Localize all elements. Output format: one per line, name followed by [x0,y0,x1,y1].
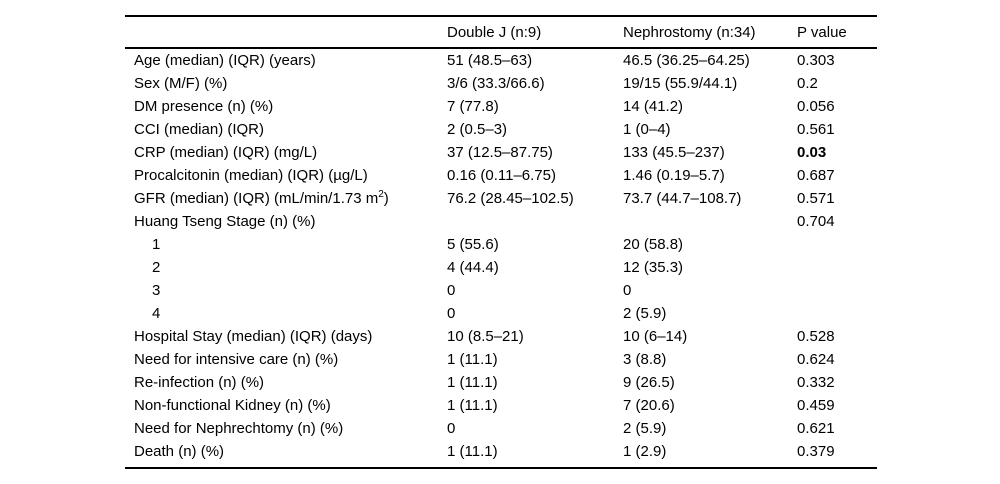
row-label: 2 [152,259,161,276]
table-row: Hospital Stay (median) (IQR) (days) 10 (8… [125,325,877,348]
cell-p-value [797,279,877,302]
cell-double-j: 0.16 (0.11–6.75) [447,167,556,184]
cell-double-j: 37 (12.5–87.75) [447,144,553,161]
cell-p-value: 0.459 [797,397,835,414]
row-label: CRP (median) (IQR) (mg/L) [134,144,318,161]
cell-nephrostomy: 7 (20.6) [623,397,675,414]
cell-double-j: 76.2 (28.45–102.5) [447,190,574,207]
table-body: Age (median) (IQR) (years) 51 (48.5–63) 46… [125,49,877,467]
cell-nephrostomy: 2 (5.9) [623,305,667,322]
row-label: Procalcitonin (median) (IQR) (µg/L) [134,167,368,184]
cell-double-j: 7 (77.8) [447,98,499,115]
row-label: 1 [152,236,161,253]
cell-nephrostomy: 12 (35.3) [623,259,684,276]
row-label: Death (n) (%) [134,443,225,460]
cell-nephrostomy: 73.7 (44.7–108.7) [623,190,742,207]
header-cell-double-j: Double J (n:9) [447,23,542,41]
cell-p-value: 0.561 [797,121,835,138]
row-label: Need for intensive care (n) (%) [134,351,339,368]
row-label: Huang Tseng Stage (n) (%) [134,213,316,230]
comparison-table: Double J (n:9) Nephrostomy (n:34) P valu… [125,15,877,469]
table-row: Need for intensive care (n) (%) 1 (11.1) 3… [125,348,877,371]
cell-nephrostomy [623,210,797,233]
cell-nephrostomy: 133 (45.5–237) [623,144,725,161]
cell-double-j: 3/6 (33.3/66.6) [447,75,545,92]
table-row: 1 5 (55.6) 20 (58.8) [125,233,877,256]
row-label: Sex (M/F) (%) [134,75,228,92]
cell-double-j: 1 (11.1) [447,351,498,368]
cell-double-j [447,210,623,233]
row-label: DM presence (n) (%) [134,98,274,115]
cell-nephrostomy: 9 (26.5) [623,374,675,391]
row-label: Re-infection (n) (%) [134,374,265,391]
cell-nephrostomy: 10 (6–14) [623,328,688,345]
table-row: Huang Tseng Stage (n) (%) 0.704 [125,210,877,233]
cell-double-j: 0 [447,420,456,437]
cell-p-value: 0.056 [797,98,835,115]
cell-double-j: 51 (48.5–63) [447,52,533,69]
cell-p-value [797,302,877,325]
header-cell-nephrostomy: Nephrostomy (n:34) [623,23,756,41]
row-label: 3 [152,282,161,299]
table-row: CRP (median) (IQR) (mg/L) 37 (12.5–87.75)… [125,141,877,164]
row-label: Non-functional Kidney (n) (%) [134,397,331,414]
table-row: 3 0 0 [125,279,877,302]
table-row: Need for Nephrechtomy (n) (%) 0 2 (5.9) 0.6… [125,417,877,440]
cell-p-value: 0.624 [797,351,835,368]
table-row: Sex (M/F) (%) 3/6 (33.3/66.6) 19/15 (55.9/… [125,72,877,95]
cell-p-value: 0.621 [797,420,835,437]
table-header-row: Double J (n:9) Nephrostomy (n:34) P valu… [125,17,877,49]
cell-nephrostomy: 1 (0–4) [623,121,671,138]
row-label: Need for Nephrechtomy (n) (%) [134,420,344,437]
cell-p-value: 0.704 [797,213,835,230]
cell-double-j: 0 [447,282,456,299]
cell-double-j: 5 (55.6) [447,236,499,253]
cell-nephrostomy: 3 (8.8) [623,351,667,368]
row-label: GFR (median) (IQR) (mL/min/1.73 m2) [134,189,389,208]
table-row: 4 0 2 (5.9) [125,302,877,325]
cell-nephrostomy: 2 (5.9) [623,420,667,437]
unit-superscript: 2 [378,189,384,200]
header-cell-p-value: P value [797,23,847,41]
table-row: 2 4 (44.4) 12 (35.3) [125,256,877,279]
cell-double-j: 1 (11.1) [447,443,498,460]
row-label: Hospital Stay (median) (IQR) (days) [134,328,373,345]
row-label: 4 [152,305,161,322]
cell-p-value [797,256,877,279]
table-row: Non-functional Kidney (n) (%) 1 (11.1) 7 (… [125,394,877,417]
cell-double-j: 0 [447,305,456,322]
cell-nephrostomy: 14 (41.2) [623,98,684,115]
cell-p-value: 0.332 [797,374,835,391]
cell-double-j: 4 (44.4) [447,259,499,276]
cell-double-j: 1 (11.1) [447,374,498,391]
cell-p-value: 0.03 [797,144,827,161]
cell-nephrostomy: 46.5 (36.25–64.25) [623,52,750,69]
cell-p-value [797,233,877,256]
cell-double-j: 1 (11.1) [447,397,498,414]
cell-nephrostomy: 0 [623,282,632,299]
table-row: Re-infection (n) (%) 1 (11.1) 9 (26.5) 0.33… [125,371,877,394]
cell-double-j: 10 (8.5–21) [447,328,524,345]
table-row: Procalcitonin (median) (IQR) (µg/L) 0.16 … [125,164,877,187]
row-label: CCI (median) (IQR) [134,121,265,138]
table-row: GFR (median) (IQR) (mL/min/1.73 m2) 76.2 … [125,187,877,210]
row-label: Age (median) (IQR) (years) [134,52,316,69]
cell-p-value: 0.379 [797,443,835,460]
cell-nephrostomy: 1 (2.9) [623,443,667,460]
cell-p-value: 0.303 [797,52,835,69]
cell-nephrostomy: 19/15 (55.9/44.1) [623,75,738,92]
cell-nephrostomy: 20 (58.8) [623,236,684,253]
table-row: CCI (median) (IQR) 2 (0.5–3) 1 (0–4) 0.561 [125,118,877,141]
cell-p-value: 0.687 [797,167,835,184]
table-row: DM presence (n) (%) 7 (77.8) 14 (41.2) 0.05… [125,95,877,118]
cell-p-value: 0.528 [797,328,835,345]
cell-p-value: 0.571 [797,190,835,207]
cell-double-j: 2 (0.5–3) [447,121,508,138]
cell-p-value: 0.2 [797,75,818,92]
cell-nephrostomy: 1.46 (0.19–5.7) [623,167,725,184]
table-row: Age (median) (IQR) (years) 51 (48.5–63) 46… [125,49,877,72]
table-row: Death (n) (%) 1 (11.1) 1 (2.9) 0.379 [125,440,877,463]
